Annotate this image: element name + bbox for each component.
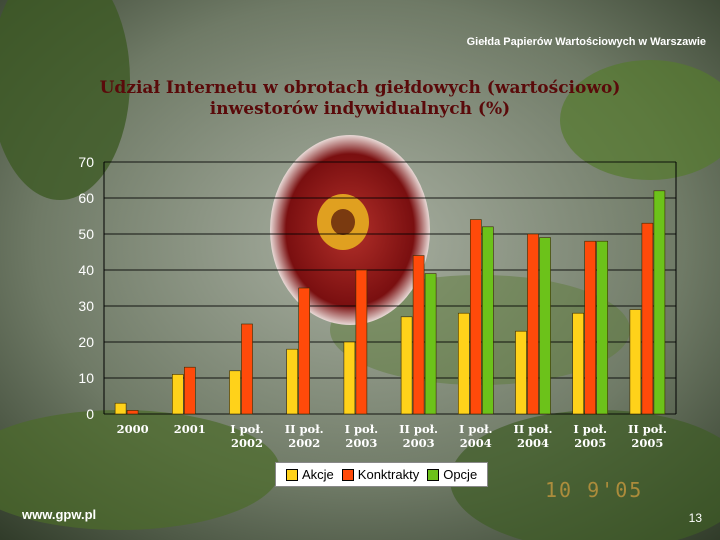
bar-opcje xyxy=(539,237,551,415)
bar-konktrakty xyxy=(584,240,597,415)
chart-legend: Akcje Konktrakty Opcje xyxy=(275,462,489,487)
bar-konktrakty xyxy=(298,287,311,415)
bar-akcje xyxy=(229,370,241,415)
x-tick-label: II poł. xyxy=(514,422,553,436)
x-tick-label: II poł. xyxy=(285,422,324,436)
chart-title: Udział Internetu w obrotach giełdowych (… xyxy=(40,78,680,120)
bar-konktrakty xyxy=(412,255,425,415)
bar-akcje xyxy=(343,341,356,415)
page-number: 13 xyxy=(688,511,702,525)
bar-akcje xyxy=(572,312,585,415)
chart-title-line-2: inwestorów indywidualnych (%) xyxy=(209,99,511,119)
legend-label-opcje: Opcje xyxy=(443,467,478,482)
bar-opcje xyxy=(653,190,666,415)
x-tick-label: 2003 xyxy=(345,436,377,450)
y-tick-label: 10 xyxy=(78,370,94,386)
bar-konktrakty xyxy=(241,323,253,415)
bar-akcje xyxy=(457,312,470,415)
bar-konktrakty xyxy=(641,222,654,415)
bar-konktrakty xyxy=(469,219,482,415)
chart-title-line-1: Udział Internetu w obrotach giełdowych (… xyxy=(99,78,621,98)
x-tick-label: 2001 xyxy=(174,422,206,436)
x-tick-label: 2005 xyxy=(574,436,606,450)
bar-akcje xyxy=(400,316,413,415)
x-tick-label: 2004 xyxy=(460,436,492,450)
bar-konktrakty xyxy=(527,233,539,415)
x-tick-label: 2002 xyxy=(231,436,263,450)
legend-item-konktrakty: Konktrakty xyxy=(341,467,420,482)
legend-swatch-konktrakty xyxy=(341,468,354,481)
y-tick-label: 50 xyxy=(78,226,94,242)
photo-date-stamp: 10 9'05 xyxy=(545,478,644,502)
footer-url: www.gpw.pl xyxy=(22,507,97,522)
legend-item-akcje: Akcje xyxy=(286,467,334,482)
x-tick-label: 2003 xyxy=(403,436,435,450)
x-tick-label: I poł. xyxy=(459,422,493,436)
bar-akcje xyxy=(515,330,527,415)
x-tick-label: I poł. xyxy=(573,422,607,436)
bar-opcje xyxy=(481,226,494,415)
bar-akcje xyxy=(286,348,299,415)
legend-swatch-akcje xyxy=(286,468,298,481)
legend-swatch-opcje xyxy=(427,468,440,481)
y-tick-label: 30 xyxy=(78,298,94,314)
bar-akcje xyxy=(629,309,642,415)
legend-label-konktrakty: Konktrakty xyxy=(357,467,420,482)
x-tick-label: 2002 xyxy=(288,436,320,450)
organization-name: Giełda Papierów Wartościowych w Warszawi… xyxy=(466,36,706,48)
y-tick-label: 60 xyxy=(78,190,94,206)
y-tick-label: 70 xyxy=(78,154,94,170)
x-tick-label: 2000 xyxy=(117,422,149,436)
y-tick-label: 20 xyxy=(78,334,94,350)
bar-konktrakty xyxy=(355,269,368,415)
bar-opcje xyxy=(424,273,437,415)
bar-konktrakty xyxy=(126,410,139,415)
bar-opcje xyxy=(596,240,609,415)
x-tick-label: II poł. xyxy=(628,422,667,436)
legend-label-akcje: Akcje xyxy=(302,467,334,482)
legend-item-opcje: Opcje xyxy=(427,467,477,482)
bar-akcje xyxy=(114,402,127,415)
bar-konktrakty xyxy=(184,366,196,415)
x-tick-label: 2005 xyxy=(631,436,663,450)
x-tick-label: II poł. xyxy=(399,422,438,436)
x-tick-label: I poł. xyxy=(345,422,379,436)
y-tick-label: 40 xyxy=(78,262,94,278)
bar-akcje xyxy=(172,374,184,415)
x-tick-label: 2004 xyxy=(517,436,549,450)
y-tick-label: 0 xyxy=(86,406,94,422)
x-tick-label: I poł. xyxy=(230,422,264,436)
